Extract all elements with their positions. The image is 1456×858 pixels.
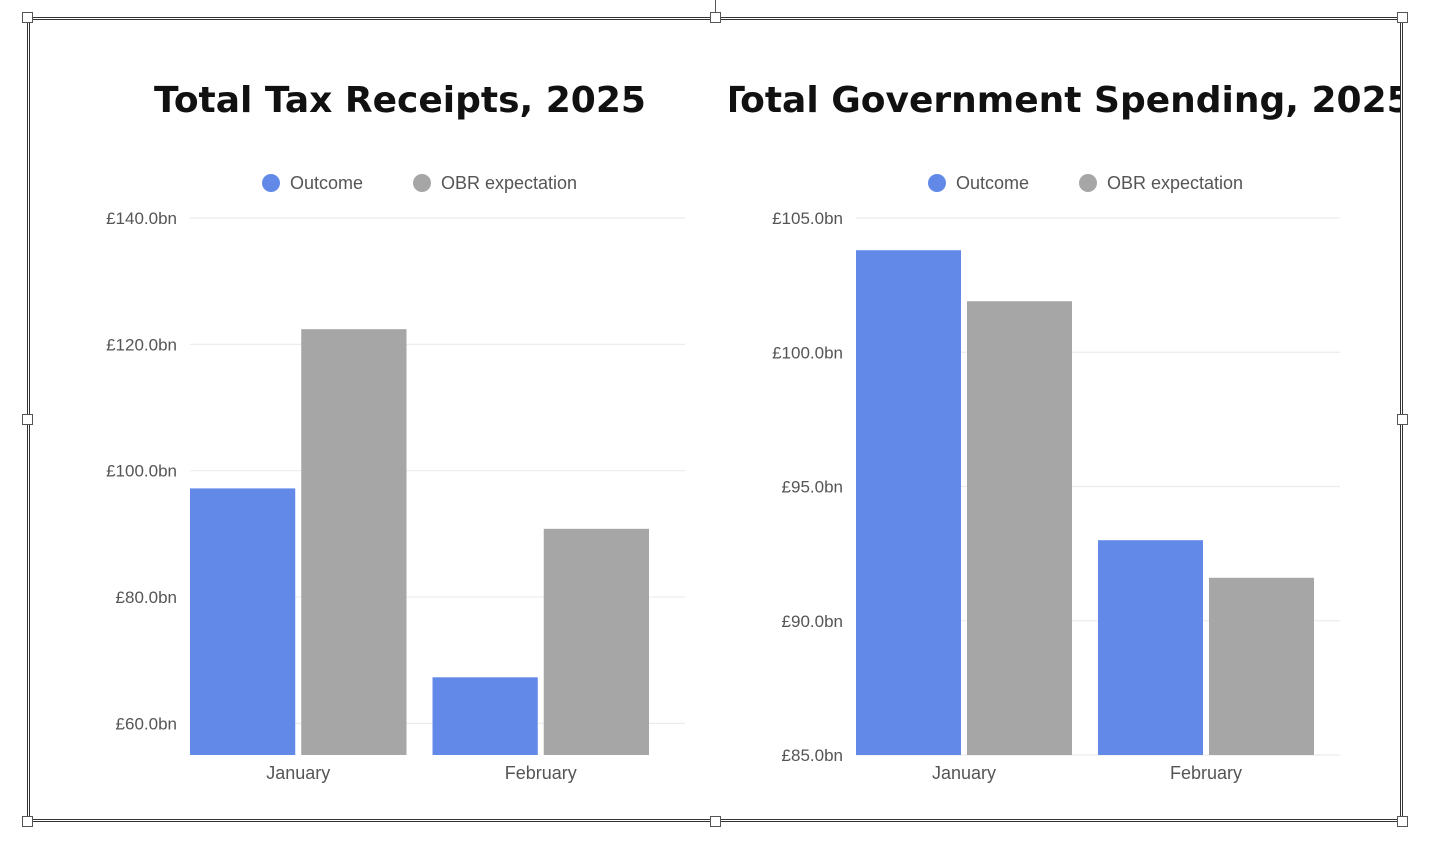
bar-outcome-january <box>190 488 296 755</box>
x-category-label: February <box>505 763 577 783</box>
bar-obr-february <box>543 528 649 755</box>
resize-handle-top-right[interactable] <box>1397 12 1408 23</box>
legend-outcome-marker <box>928 174 946 192</box>
y-tick-label: £90.0bn <box>782 612 843 631</box>
resize-handle-bottom-right[interactable] <box>1397 816 1408 827</box>
y-axis-ticks: £60.0bn £80.0bn £100.0bn £120.0bn £140.0bn <box>106 209 177 733</box>
chart-title: Total Tax Receipts, 2025 <box>154 80 646 121</box>
legend-outcome-label: Outcome <box>956 173 1029 193</box>
resize-handle-top-left[interactable] <box>22 12 33 23</box>
y-tick-label: £120.0bn <box>106 335 177 354</box>
y-axis-ticks: £85.0bn £90.0bn £95.0bn £100.0bn £105.0bn <box>772 209 843 765</box>
bar-obr-january <box>301 329 407 755</box>
legend-obr-label: OBR expectation <box>441 173 577 193</box>
y-tick-label: £140.0bn <box>106 209 177 228</box>
bar-obr-january <box>967 301 1072 755</box>
rotate-handle-line <box>715 0 716 12</box>
y-tick-label: £60.0bn <box>116 714 177 733</box>
x-category-label: January <box>932 763 996 783</box>
x-axis-categories: January February <box>266 763 577 783</box>
y-tick-label: £100.0bn <box>106 462 177 481</box>
x-category-label: January <box>266 763 330 783</box>
legend-obr-marker <box>413 174 431 192</box>
y-tick-label: £95.0bn <box>782 478 843 497</box>
y-tick-label: £105.0bn <box>772 209 843 228</box>
bars <box>190 329 649 755</box>
legend-outcome-marker <box>262 174 280 192</box>
bar-outcome-february <box>1098 540 1203 755</box>
legend-obr-label: OBR expectation <box>1107 173 1243 193</box>
resize-handle-middle-right[interactable] <box>1397 414 1408 425</box>
chart-tax-receipts: Total Tax Receipts, 2025 Outcome OBR exp… <box>60 40 720 820</box>
x-axis-categories: January February <box>932 763 1242 783</box>
bar-obr-february <box>1209 577 1314 755</box>
bar-outcome-january <box>856 250 961 755</box>
chart-government-spending-svg: Total Government Spending, 2025 Outcome … <box>730 80 1400 783</box>
legend-outcome-label: Outcome <box>290 173 363 193</box>
resize-handle-middle-left[interactable] <box>22 414 33 425</box>
resize-handle-top-center[interactable] <box>710 12 721 23</box>
resize-handle-bottom-center[interactable] <box>710 816 721 827</box>
y-tick-label: £100.0bn <box>772 343 843 362</box>
bar-outcome-february <box>432 677 538 755</box>
y-tick-label: £85.0bn <box>782 746 843 765</box>
legend-obr-marker <box>1079 174 1097 192</box>
x-category-label: February <box>1170 763 1242 783</box>
chart-title: Total Government Spending, 2025 <box>730 80 1400 121</box>
bars <box>856 250 1314 755</box>
chart-tax-receipts-svg: Total Tax Receipts, 2025 Outcome OBR exp… <box>106 80 685 783</box>
resize-handle-bottom-left[interactable] <box>22 816 33 827</box>
y-tick-label: £80.0bn <box>116 588 177 607</box>
chart-government-spending: Total Government Spending, 2025 Outcome … <box>730 40 1400 820</box>
